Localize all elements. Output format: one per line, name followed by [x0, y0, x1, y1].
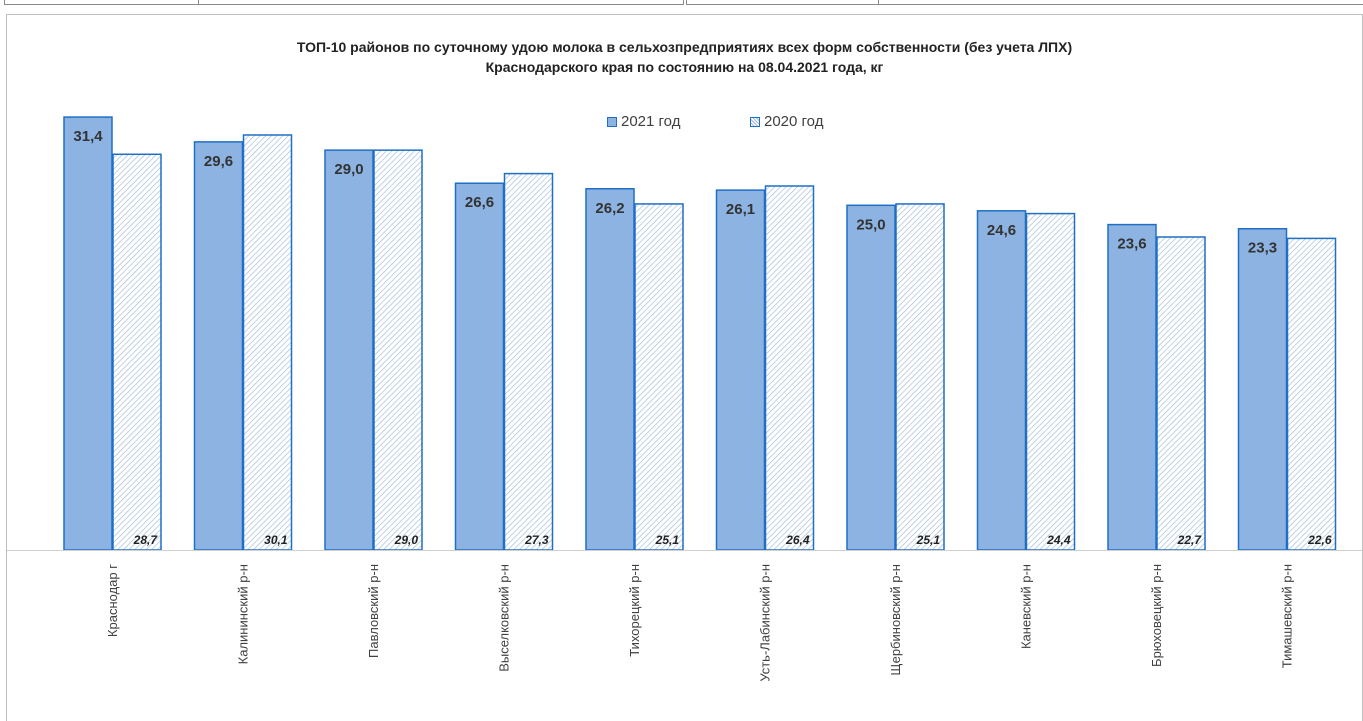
bar-2021-3[interactable] [454, 182, 505, 551]
x-tick-label-1: Калининский р-н [236, 564, 251, 664]
plot-area: 31,4 28,7 Краснодар г 29,6 30,1 Калининский р… [7, 116, 1362, 682]
data-label-2021-5: 26,1 [726, 201, 755, 218]
bar-2020-1[interactable] [242, 134, 293, 551]
x-tick-label-0: Краснодар г [105, 564, 120, 637]
x-tick-label-3: Выселковский р-н [497, 564, 512, 672]
sheet-cell[interactable] [878, 0, 1363, 5]
bar-2021-1[interactable] [193, 141, 244, 551]
bar-2021-6[interactable] [846, 204, 896, 551]
sheet-cell[interactable] [4, 0, 200, 5]
bar-2020-3[interactable] [503, 172, 554, 551]
data-label-2020-9: 22,6 [1307, 533, 1332, 547]
legend-item-2021: 2021 год [607, 113, 680, 130]
bar-2021-9[interactable] [1237, 227, 1288, 551]
data-label-2020-2: 29,0 [394, 533, 419, 547]
bar-2021-4[interactable] [585, 188, 635, 551]
data-label-2021-7: 24,6 [987, 222, 1016, 239]
data-label-2021-8: 23,6 [1117, 236, 1146, 253]
legend-swatch-2020 [750, 116, 760, 127]
chart-legend: 2021 год 2020 год [7, 113, 1362, 133]
chart-title-line-2: Краснодарского края по состоянию на 08.0… [485, 59, 884, 75]
bar-2020-4[interactable] [634, 203, 684, 551]
x-tick-label-2: Павловский р-н [366, 564, 381, 658]
bar-2020-8[interactable] [1156, 236, 1206, 551]
bar-2020-5[interactable] [764, 185, 815, 551]
data-label-2020-0: 28,7 [133, 533, 159, 547]
data-label-2020-6: 25,1 [916, 533, 941, 547]
bar-2020-6[interactable] [895, 203, 945, 551]
data-label-2021-9: 23,3 [1248, 240, 1277, 257]
data-label-2020-3: 27,3 [524, 533, 549, 547]
legend-item-2020: 2020 год [750, 113, 823, 130]
chart-area[interactable]: ТОП-10 районов по суточному удою молока … [6, 14, 1363, 721]
chart-title: ТОП-10 районов по суточному удою молока … [7, 37, 1362, 77]
bar-2021-2[interactable] [324, 149, 374, 551]
data-label-2021-4: 26,2 [595, 200, 624, 217]
bar-2020-0[interactable] [112, 153, 162, 551]
x-tick-label-8: Брюховецкий р-н [1149, 564, 1164, 667]
bar-2021-7[interactable] [976, 210, 1027, 551]
legend-label-2020: 2020 год [764, 113, 824, 130]
x-tick-label-5: Усть-Лабинский р-н [758, 564, 773, 682]
bar-2021-5[interactable] [715, 189, 766, 551]
bar-2021-8[interactable] [1107, 223, 1157, 551]
data-label-2021-1: 29,6 [204, 153, 233, 170]
data-label-2021-3: 26,6 [465, 194, 494, 211]
data-label-2020-7: 24,4 [1046, 533, 1071, 547]
x-tick-label-6: Щербиновский р-н [888, 564, 903, 676]
bar-2020-7[interactable] [1025, 212, 1076, 551]
x-tick-label-4: Тихорецкий р-н [627, 564, 642, 657]
legend-label-2021: 2021 год [621, 113, 681, 130]
bar-2020-2[interactable] [373, 149, 423, 551]
sheet-cell[interactable] [198, 0, 684, 5]
data-label-2021-6: 25,0 [856, 216, 885, 233]
data-label-2021-0: 31,4 [73, 128, 103, 145]
spreadsheet-top-strip [0, 0, 1363, 8]
data-label-2021-2: 29,0 [334, 161, 363, 178]
data-label-2020-4: 25,1 [655, 533, 680, 547]
data-label-2020-1: 30,1 [264, 533, 288, 547]
chart-title-line-1: ТОП-10 районов по суточному удою молока … [296, 39, 1073, 55]
data-label-2020-5: 26,4 [785, 533, 810, 547]
bar-2020-9[interactable] [1286, 237, 1337, 551]
x-tick-label-7: Каневский р-н [1019, 564, 1034, 649]
legend-swatch-2021 [607, 116, 617, 127]
bar-2021-0[interactable] [63, 116, 113, 551]
x-tick-label-9: Тимашевский р-н [1280, 564, 1295, 668]
data-label-2020-8: 22,7 [1177, 533, 1203, 547]
sheet-cell[interactable] [686, 0, 880, 5]
